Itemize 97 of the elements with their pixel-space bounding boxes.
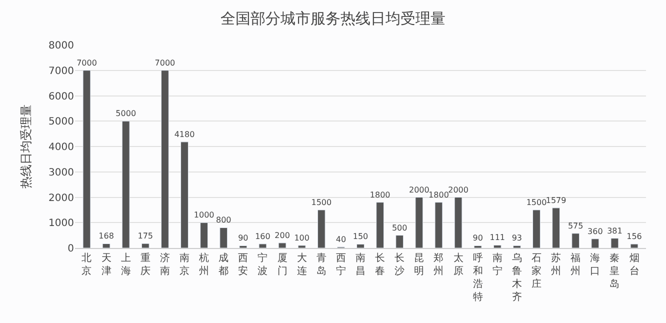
y-tick-label: 0	[68, 244, 74, 254]
bar	[356, 244, 364, 248]
y-tick-label: 1000	[48, 218, 74, 230]
x-tick-label: 济南	[160, 252, 170, 277]
data-label: 381	[607, 226, 622, 236]
x-tick-label: 青岛	[316, 252, 326, 277]
data-label: 40	[336, 234, 346, 244]
chart-title: 全国部分城市服务热线日均受理量	[220, 9, 446, 28]
y-tick-label: 8000	[48, 40, 74, 52]
x-tick-label: 秦皇岛	[610, 253, 620, 290]
x-tick-label: 大连	[296, 252, 307, 277]
data-label: 7000	[76, 58, 97, 68]
bar	[258, 244, 267, 248]
x-tick-label: 郑州	[434, 252, 444, 277]
data-label: 150	[352, 232, 368, 242]
data-label: 100	[294, 233, 310, 242]
bar	[630, 244, 638, 248]
x-tick-label: 上海	[120, 252, 131, 277]
data-label: 168	[98, 232, 114, 241]
x-tick-label: 成都	[218, 252, 229, 277]
bar	[317, 210, 326, 248]
bar	[82, 70, 91, 248]
bar	[415, 197, 424, 248]
data-label: 4180	[174, 130, 195, 139]
data-label: 156	[626, 232, 642, 242]
y-tick-label: 7000	[48, 66, 74, 77]
bar	[122, 120, 130, 248]
x-tick-label: 石家庄	[531, 253, 542, 290]
bar	[278, 242, 286, 248]
data-label: 575	[568, 221, 584, 230]
x-tick-label: 昆明	[414, 253, 424, 277]
x-tick-label: 宁波	[258, 252, 268, 277]
bar	[298, 245, 306, 248]
x-tick-label: 重庆	[140, 252, 150, 277]
data-label: 90	[238, 234, 248, 243]
x-tick-label: 西宁	[336, 253, 346, 277]
data-label: 90	[472, 234, 483, 243]
y-tick-label: 5000	[48, 116, 74, 128]
bar	[102, 243, 110, 248]
bar	[434, 202, 443, 248]
y-tick-label: 4000	[48, 142, 74, 153]
x-tick-label: 长春	[375, 252, 386, 277]
bar	[239, 245, 248, 248]
bar	[552, 208, 560, 248]
bar	[180, 142, 188, 248]
data-label: 2000	[448, 185, 468, 194]
x-tick-label: 西安	[238, 253, 248, 277]
x-tick-label: 南昌	[356, 252, 366, 277]
x-tick-label: 北京	[82, 252, 92, 277]
x-tick-label: 南京	[180, 252, 190, 277]
x-tick-label: 烟台	[629, 252, 640, 277]
x-tick-label: 长沙	[394, 252, 405, 277]
bar	[610, 238, 619, 248]
bar	[200, 222, 208, 248]
x-tick-label: 厦门	[277, 253, 288, 277]
data-label: 360	[588, 226, 603, 236]
x-tick-label: 苏州	[551, 252, 562, 277]
bar	[220, 227, 228, 248]
data-label: 1579	[546, 196, 566, 205]
y-axis-title: 热线日均受理量	[18, 104, 33, 188]
data-label: 1800	[370, 190, 390, 200]
data-label: 111	[490, 233, 506, 242]
data-label: 5000	[116, 109, 136, 118]
bar	[532, 210, 540, 248]
data-label: 1500	[311, 198, 332, 207]
bar	[591, 238, 600, 248]
data-label: 500	[392, 223, 408, 232]
data-label: 1500	[526, 198, 547, 207]
bar	[474, 245, 482, 248]
data-label: 160	[255, 232, 270, 241]
x-tick-label: 福州	[570, 252, 581, 277]
data-label: 175	[138, 232, 154, 241]
data-label: 93	[512, 234, 522, 243]
data-label: 2000	[408, 185, 430, 194]
bar	[376, 202, 384, 248]
bar	[493, 244, 502, 248]
bar	[396, 235, 404, 248]
data-label: 1800	[428, 190, 449, 200]
bar	[572, 233, 580, 248]
data-label: 200	[274, 230, 290, 240]
x-tick-label: 呼和浩特	[472, 252, 483, 303]
data-label: 1000	[194, 210, 214, 220]
x-tick-label: 杭州	[198, 252, 210, 277]
data-label: 7000	[154, 58, 176, 68]
y-tick-label: 2000	[48, 192, 74, 204]
bar	[512, 245, 521, 248]
bar	[454, 197, 462, 248]
x-tick-label: 海口	[590, 252, 600, 277]
bar	[141, 243, 150, 248]
x-tick-label: 乌鲁木齐	[512, 252, 522, 303]
data-label: 800	[216, 216, 232, 225]
x-tick-label: 天津	[101, 253, 112, 277]
x-tick-label: 南宁	[492, 252, 502, 277]
y-tick-label: 6000	[48, 91, 74, 102]
x-tick-label: 太原	[453, 252, 464, 277]
y-tick-label: 3000	[48, 167, 74, 178]
bar	[160, 70, 169, 248]
